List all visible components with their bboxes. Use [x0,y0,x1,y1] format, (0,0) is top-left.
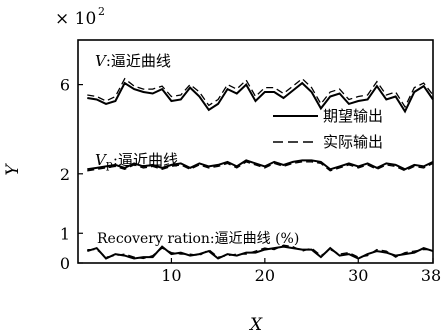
y-tick-label: 1 [60,224,70,243]
series-line-panel1-dashed [87,77,434,109]
series-lines [86,77,434,260]
series-line-panel3-dashed [87,244,433,260]
x-tick-label: 10 [161,266,181,285]
scale-label: × 10 [55,9,96,29]
y-tick-label: 0 [60,254,70,273]
axis-ticks: 10 20 30 38 0 1 2 6 [60,76,441,285]
legend-solid-label: 期望输出 [323,107,383,125]
legend: 期望输出 实际输出 [273,107,383,151]
plot-frame [77,39,434,264]
panel-v-label: V:逼近曲线 [95,52,171,70]
y-tick-label: 6 [60,76,70,95]
legend-dashed-label: 实际输出 [323,133,383,151]
x-tick-label: 30 [348,266,368,285]
panel-recovery-label: Recovery ration:逼近曲线 (%) [97,231,299,247]
series-line-panel2-dashed [87,161,434,172]
y-axis-title: Y [3,163,23,176]
series-line-panel3-solid [86,245,434,260]
scale-exponent: 2 [98,5,105,18]
panel-vp-label: Vp:逼近曲线 [95,151,178,171]
x-axis-title: X [248,315,263,335]
y-tick-label: 2 [60,165,70,184]
x-tick-label: 38 [421,266,441,285]
x-tick-label: 20 [255,266,275,285]
series-line-panel2-solid [87,159,434,171]
series-line-panel1-solid [87,81,434,114]
